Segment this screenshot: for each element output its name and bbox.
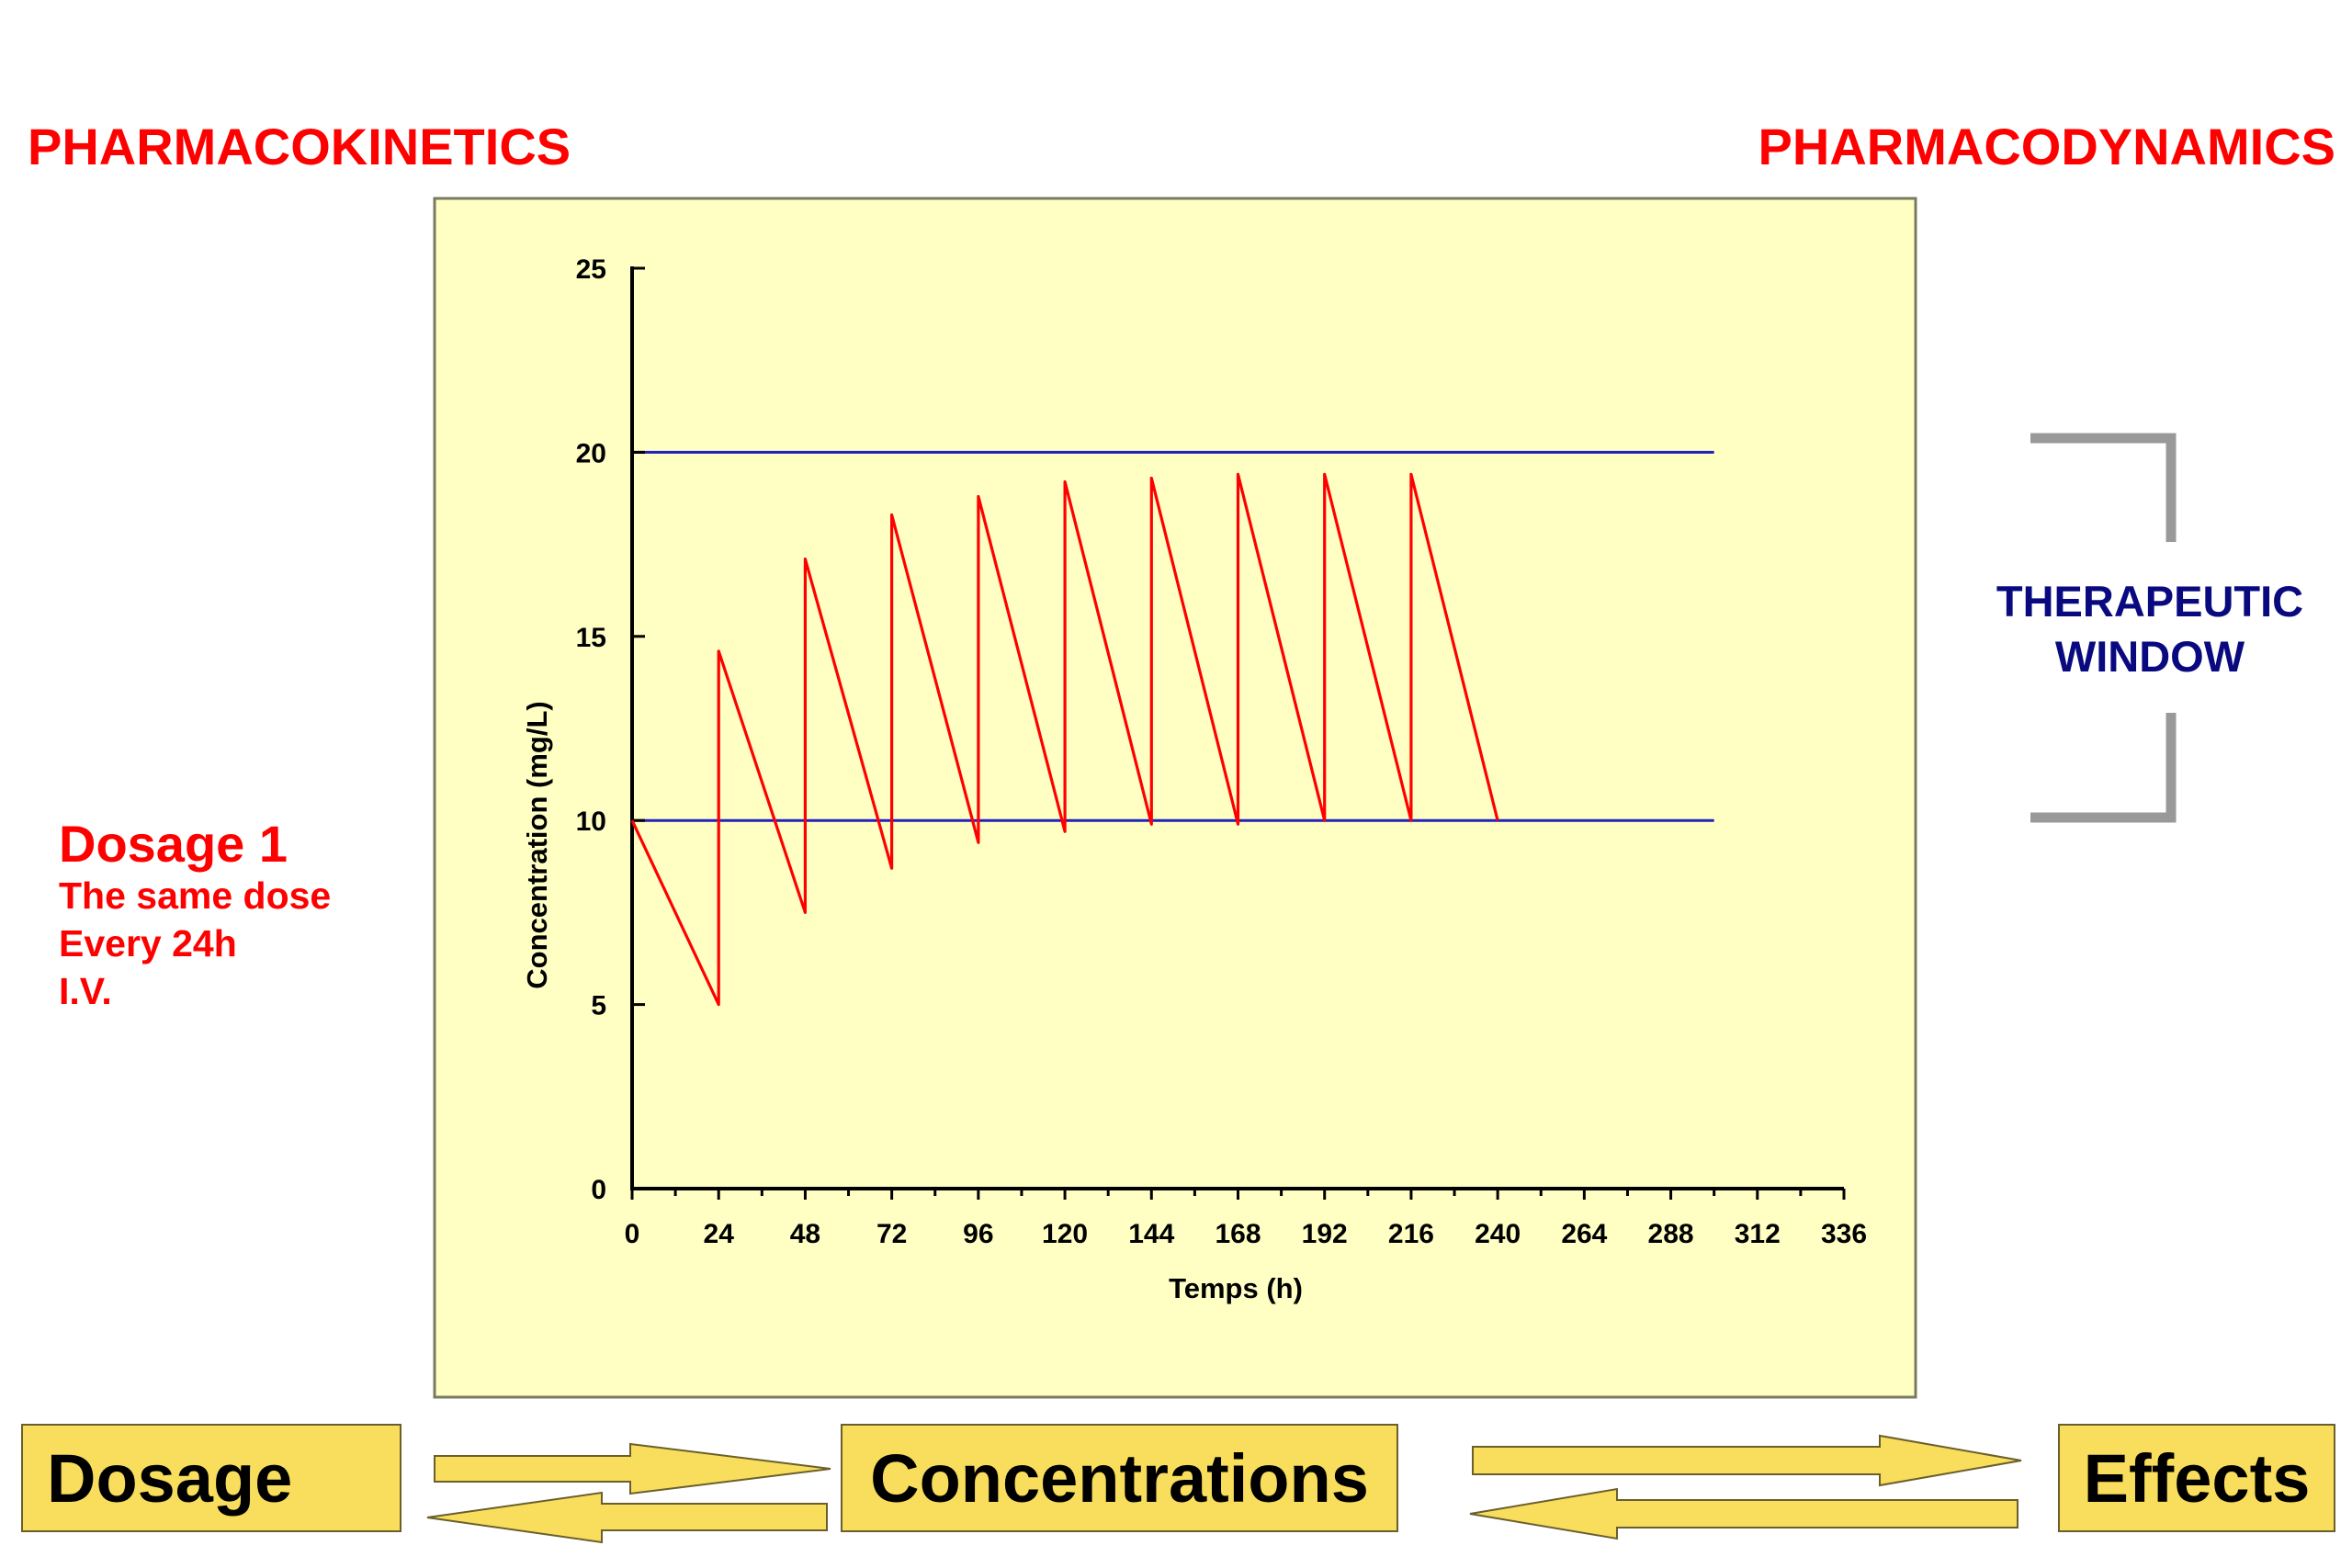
x-tick-label: 240 <box>1475 1219 1521 1249</box>
y-axis-label: Concentration (mg/L) <box>521 701 553 988</box>
x-tick-label: 168 <box>1215 1219 1261 1249</box>
y-tick-label: 20 <box>576 438 606 468</box>
x-tick-label: 336 <box>1821 1219 1867 1249</box>
therapeutic-window-label: THERAPEUTIC WINDOW <box>1966 574 2334 684</box>
x-axis-label: Temps (h) <box>1169 1272 1303 1304</box>
therapeutic-window-line-2: WINDOW <box>2054 632 2245 682</box>
y-ticks: 0 5 10 15 20 25 <box>576 254 645 1205</box>
x-tick-label: 312 <box>1735 1219 1781 1249</box>
dosage-box-label: Dosage <box>47 1439 293 1517</box>
therapeutic-window-line-1: THERAPEUTIC <box>1996 577 2304 626</box>
x-tick-label: 48 <box>790 1219 820 1249</box>
effects-box-label: Effects <box>2083 1439 2311 1517</box>
arrow-dosage-to-concentrations <box>434 1442 831 1495</box>
concentration-curve <box>630 472 1499 1007</box>
x-tick-label: 96 <box>963 1219 993 1249</box>
y-tick-label: 5 <box>591 991 606 1021</box>
y-tick-label: 15 <box>576 623 606 653</box>
dosage-note-line-2: Every 24h <box>59 921 237 964</box>
concentrations-box-label: Concentrations <box>870 1439 1369 1517</box>
arrow-effects-to-concentrations <box>1469 1487 2018 1540</box>
effects-box: Effects <box>2058 1424 2335 1532</box>
y-tick-label: 25 <box>576 254 606 285</box>
x-tick-label: 216 <box>1388 1219 1434 1249</box>
dosage-note: Dosage 1 The same dose Every 24h I.V. <box>59 815 332 1015</box>
therapeutic-window-bracket-bottom <box>2030 713 2177 823</box>
pharmacokinetics-header: PHARMACOKINETICS <box>28 118 571 175</box>
dosage-note-line-3: I.V. <box>59 969 112 1012</box>
dosage-box: Dosage <box>21 1424 401 1532</box>
reference-lines <box>632 450 1714 822</box>
x-ticks: 0 24 48 72 96 120 144 168 192 216 240 264 288 312 336 <box>625 1189 1867 1249</box>
plot-area <box>433 197 1917 1399</box>
x-tick-label: 144 <box>1128 1219 1174 1249</box>
pharmacodynamics-header: PHARMACODYNAMICS <box>1758 118 2335 175</box>
dosage-note-title: Dosage 1 <box>59 815 288 873</box>
dosage-note-line-1: The same dose <box>59 874 332 917</box>
series <box>630 472 1499 1007</box>
x-tick-label: 120 <box>1042 1219 1088 1249</box>
y-tick-label: 10 <box>576 807 606 837</box>
x-tick-label: 0 <box>625 1219 640 1249</box>
x-tick-label: 72 <box>876 1219 907 1249</box>
arrow-concentrations-to-effects <box>1472 1434 2022 1487</box>
concentrations-box: Concentrations <box>841 1424 1398 1532</box>
x-tick-label: 288 <box>1648 1219 1694 1249</box>
x-tick-label: 24 <box>704 1219 735 1249</box>
x-tick-label: 264 <box>1561 1219 1607 1249</box>
arrow-concentrations-to-dosage <box>426 1491 828 1544</box>
y-tick-label: 0 <box>591 1175 606 1205</box>
therapeutic-window-bracket-top <box>2030 433 2177 542</box>
x-tick-label: 192 <box>1302 1219 1348 1249</box>
